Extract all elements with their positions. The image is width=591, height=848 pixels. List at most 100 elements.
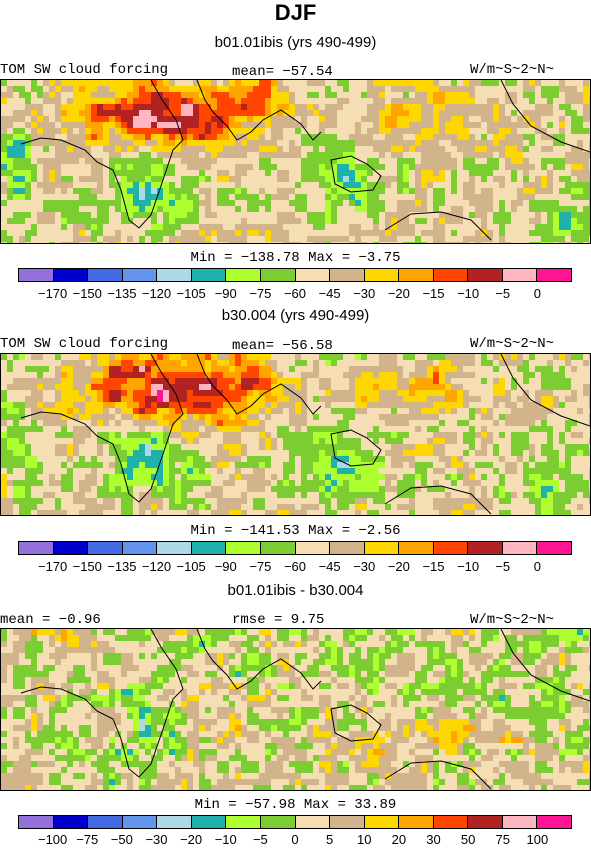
colorbar-tick-label: 10 xyxy=(357,832,372,847)
colorbar-swatch xyxy=(226,816,261,828)
colorbar-tick-label: −170 xyxy=(37,559,68,574)
colorbar-swatch xyxy=(399,269,434,281)
colorbar-tick-label: −30 xyxy=(145,832,168,847)
colorbar-swatch xyxy=(122,542,158,554)
colorbar-swatch xyxy=(295,269,331,281)
colorbar-swatch xyxy=(330,542,365,554)
colorbar-tick-label: −135 xyxy=(107,286,137,301)
colorbar-tick-label: −45 xyxy=(318,286,341,301)
colorbar-swatch xyxy=(53,269,89,281)
colorbar-tick-label: −20 xyxy=(387,559,410,574)
colorbar-swatch xyxy=(295,542,331,554)
colorbar-swatch xyxy=(502,269,538,281)
colorbar-swatch xyxy=(19,816,54,828)
colorbar-tick-label: −60 xyxy=(283,286,307,301)
colorbar-swatch xyxy=(433,816,469,828)
colorbar-tick-label: 75 xyxy=(495,832,510,847)
colorbar-swatch xyxy=(88,816,123,828)
colorbar-swatch xyxy=(157,816,192,828)
colorbar-swatch xyxy=(537,816,571,828)
colorbar-tick-label: −150 xyxy=(72,286,102,301)
colorbar-swatch xyxy=(468,269,503,281)
colorbar-tick-label: −75 xyxy=(249,559,272,574)
colorbar-swatch xyxy=(399,542,434,554)
colorbar-tick-label: −75 xyxy=(76,832,99,847)
colorbar-tick-label: −90 xyxy=(214,286,237,301)
panel3-subtitle: b01.01ibis - b30.004 xyxy=(227,582,364,599)
colorbar-swatch xyxy=(468,816,503,828)
colorbar-tick-label: −15 xyxy=(422,286,445,301)
colorbar-swatch xyxy=(364,542,400,554)
colorbar-tick-label: −10 xyxy=(214,832,237,847)
panel1-colorbar-ticks: −170 −150 −135 −120 −105 −90 −75 −60 −45 −30 −20 −1… xyxy=(18,286,572,302)
colorbar-tick-label: −120 xyxy=(141,559,172,574)
colorbar-tick-label: −105 xyxy=(176,286,206,301)
colorbar-tick-label: −135 xyxy=(107,559,137,574)
colorbar-tick-label: 50 xyxy=(460,832,476,847)
colorbar-swatch xyxy=(468,542,503,554)
colorbar-swatch xyxy=(260,269,296,281)
colorbar-swatch xyxy=(191,269,227,281)
colorbar-tick-label: 20 xyxy=(391,832,407,847)
colorbar-tick-label: −10 xyxy=(457,286,480,301)
panel1-variable-label: TOM SW cloud forcing xyxy=(0,62,169,78)
colorbar-swatch xyxy=(330,816,365,828)
colorbar-tick-label: −5 xyxy=(252,832,268,847)
colorbar-swatch xyxy=(295,816,331,828)
colorbar-tick-label: −30 xyxy=(353,286,376,301)
colorbar-swatch xyxy=(53,542,89,554)
colorbar-swatch xyxy=(19,542,54,554)
colorbar-swatch xyxy=(122,816,158,828)
colorbar-swatch xyxy=(502,542,538,554)
colorbar-tick-label: −20 xyxy=(387,286,410,301)
colorbar-swatch xyxy=(53,816,89,828)
panel2-map xyxy=(0,353,591,516)
colorbar-swatch xyxy=(364,816,400,828)
colorbar-tick-label: 0 xyxy=(533,559,541,574)
panel3-units-label: W/m~S~2~N~ xyxy=(470,612,555,628)
colorbar-swatch xyxy=(226,269,261,281)
panel1-subtitle: b01.01ibis (yrs 490-499) xyxy=(214,34,377,51)
panel1-map xyxy=(0,79,591,244)
panel1-units-label: W/m~S~2~N~ xyxy=(470,62,555,78)
colorbar-swatch xyxy=(191,542,227,554)
panel1-colorbar xyxy=(18,268,572,282)
colorbar-tick-label: −5 xyxy=(495,559,511,574)
panel2-colorbar xyxy=(18,541,572,555)
colorbar-swatch xyxy=(122,269,158,281)
colorbar-tick-label: −90 xyxy=(214,559,237,574)
panel2-minmax: Min = −141.53 Max = −2.56 xyxy=(190,523,401,539)
colorbar-tick-label: −20 xyxy=(180,832,203,847)
colorbar-swatch xyxy=(191,816,227,828)
colorbar-tick-label: −30 xyxy=(353,559,376,574)
colorbar-swatch xyxy=(537,542,571,554)
colorbar-swatch xyxy=(399,816,434,828)
colorbar-swatch xyxy=(88,542,123,554)
figure-title: DJF xyxy=(274,0,317,25)
colorbar-swatch xyxy=(537,269,571,281)
colorbar-swatch xyxy=(260,816,296,828)
panel2-subtitle: b30.004 (yrs 490-499) xyxy=(221,307,370,324)
panel2-colorbar-ticks: −170 −150 −135 −120 −105 −90 −75 −60 −45 −30 −20 −1… xyxy=(18,559,572,575)
colorbar-tick-label: −15 xyxy=(422,559,445,574)
colorbar-tick-label: 0 xyxy=(533,286,541,301)
colorbar-swatch xyxy=(88,269,123,281)
colorbar-tick-label: −100 xyxy=(37,832,68,847)
colorbar-tick-label: −105 xyxy=(176,559,206,574)
colorbar-swatch xyxy=(226,542,261,554)
panel2-units-label: W/m~S~2~N~ xyxy=(470,336,555,352)
panel3-colorbar xyxy=(18,815,572,829)
colorbar-tick-label: 0 xyxy=(291,832,299,847)
colorbar-swatch xyxy=(364,269,400,281)
panel2-variable-label: TOM SW cloud forcing xyxy=(0,336,169,352)
colorbar-swatch xyxy=(433,542,469,554)
colorbar-tick-label: −50 xyxy=(110,832,133,847)
colorbar-tick-label: 30 xyxy=(426,832,441,847)
colorbar-tick-label: 5 xyxy=(326,832,334,847)
colorbar-tick-label: 100 xyxy=(526,832,549,847)
panel3-minmax: Min = −57.98 Max = 33.89 xyxy=(194,797,397,813)
colorbar-swatch xyxy=(330,269,365,281)
colorbar-swatch xyxy=(19,269,54,281)
colorbar-swatch xyxy=(260,542,296,554)
colorbar-swatch xyxy=(433,269,469,281)
